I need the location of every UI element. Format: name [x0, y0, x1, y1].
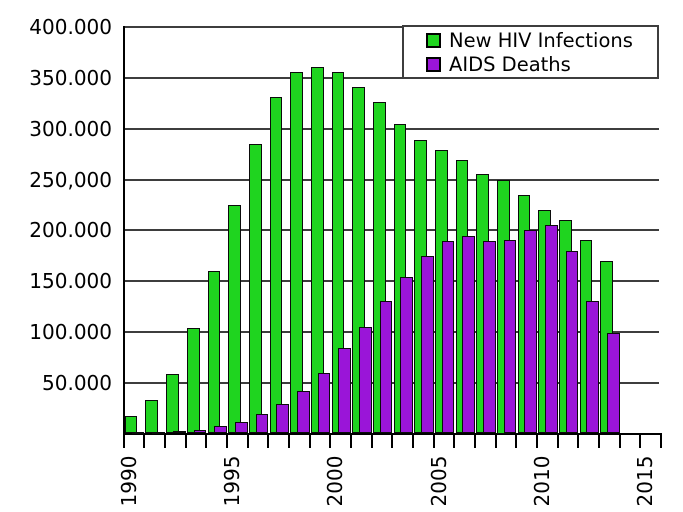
- x-axis-tick: [143, 434, 146, 448]
- bar-new-hiv-infections: [310, 66, 324, 434]
- x-axis-tick: [494, 434, 497, 448]
- x-axis-tick: [370, 434, 373, 448]
- x-axis-tick-label: 1990: [116, 455, 141, 507]
- x-axis-tick: [246, 434, 249, 448]
- legend-swatch-purple-icon: [426, 56, 441, 72]
- legend-label-new-hiv-infections: New HIV Infections: [449, 28, 633, 52]
- x-axis-tick: [308, 434, 311, 448]
- x-axis-tick: [432, 434, 435, 448]
- x-axis-tick: [639, 434, 642, 448]
- bar-new-hiv-infections: [331, 71, 345, 434]
- x-axis-tick: [349, 434, 352, 448]
- bar-aids-deaths: [296, 390, 310, 434]
- x-axis-tick: [329, 434, 332, 448]
- x-axis-tick: [122, 434, 125, 448]
- bar-new-hiv-infections: [186, 327, 200, 434]
- bar-new-hiv-infections: [145, 399, 159, 434]
- bar-aids-deaths: [131, 431, 145, 434]
- x-axis-tick-label: 2010: [530, 455, 555, 507]
- gridline: [123, 178, 659, 181]
- x-axis-tick: [660, 434, 663, 448]
- bar-aids-deaths: [193, 430, 207, 434]
- x-axis-tick-label: 1995: [219, 455, 244, 507]
- legend-item-aids-deaths: AIDS Deaths: [426, 53, 657, 76]
- x-axis-tick: [411, 434, 414, 448]
- y-axis-tick-label: 400.000: [29, 15, 112, 40]
- gridline: [123, 26, 659, 29]
- bar-aids-deaths: [338, 348, 351, 434]
- bar-aids-deaths: [317, 372, 331, 434]
- bar-new-hiv-infections: [269, 97, 283, 434]
- gridline: [123, 229, 659, 232]
- y-axis-tick-label: 350.000: [29, 65, 112, 90]
- x-axis-tick: [163, 434, 166, 448]
- legend: New HIV Infections AIDS Deaths: [402, 25, 659, 79]
- bar-aids-deaths: [565, 250, 579, 434]
- x-axis-tick: [577, 434, 580, 448]
- bar-new-hiv-infections: [124, 416, 138, 434]
- x-axis-tick-label: 2000: [323, 455, 348, 507]
- bar-aids-deaths: [586, 301, 600, 434]
- x-axis-tick: [267, 434, 270, 448]
- legend-item-new-hiv-infections: New HIV Infections: [426, 29, 657, 52]
- gridline: [123, 280, 659, 283]
- y-axis-tick-label: 50.000: [42, 370, 112, 395]
- gridline: [123, 127, 659, 130]
- bar-new-hiv-infections: [228, 204, 241, 434]
- bar-aids-deaths: [255, 414, 269, 434]
- x-axis-tick: [515, 434, 518, 448]
- bar-aids-deaths: [483, 241, 496, 434]
- bar-aids-deaths: [607, 332, 620, 434]
- x-axis-tick: [453, 434, 456, 448]
- bar-aids-deaths: [172, 431, 186, 434]
- y-axis-tick-label: 200.000: [29, 218, 112, 243]
- bar-new-hiv-infections: [290, 71, 303, 434]
- x-axis-tick-label: 2005: [426, 455, 451, 507]
- legend-swatch-green-icon: [426, 32, 441, 48]
- x-axis-tick: [536, 434, 539, 448]
- bar-aids-deaths: [400, 277, 413, 434]
- x-axis-line: [122, 432, 662, 435]
- x-axis-tick: [225, 434, 228, 448]
- bar-aids-deaths: [503, 240, 517, 434]
- bar-aids-deaths: [276, 404, 289, 434]
- y-axis-tick-label: 300.000: [29, 116, 112, 141]
- y-axis-tick-label: 100.000: [29, 319, 112, 344]
- bar-new-hiv-infections: [248, 143, 262, 434]
- x-axis-tick: [474, 434, 476, 448]
- x-axis-tick: [184, 434, 187, 448]
- gridline: [123, 76, 659, 79]
- bar-new-hiv-infections: [166, 373, 179, 434]
- bar-aids-deaths: [358, 326, 372, 434]
- y-axis-tick-label: 150.000: [29, 269, 112, 294]
- y-axis-line: [122, 26, 125, 435]
- x-axis-tick-label: 2015: [633, 455, 658, 507]
- bar-aids-deaths: [234, 422, 248, 434]
- bar-aids-deaths: [441, 241, 455, 434]
- bar-aids-deaths: [379, 301, 393, 434]
- bar-aids-deaths: [152, 431, 165, 434]
- bar-aids-deaths: [524, 230, 538, 434]
- bar-aids-deaths: [420, 255, 434, 434]
- x-axis-tick: [598, 434, 601, 448]
- legend-label-aids-deaths: AIDS Deaths: [449, 52, 571, 76]
- bar-aids-deaths: [545, 225, 558, 434]
- x-axis-tick: [287, 434, 290, 448]
- y-axis-tick-label: 250,000: [29, 167, 112, 192]
- x-axis-tick: [205, 434, 208, 448]
- bar-aids-deaths: [214, 426, 227, 434]
- bar-aids-deaths: [462, 236, 476, 434]
- x-axis-tick: [391, 434, 394, 448]
- x-axis-tick: [556, 434, 559, 448]
- x-axis-tick: [618, 434, 621, 448]
- bar-new-hiv-infections: [207, 270, 221, 434]
